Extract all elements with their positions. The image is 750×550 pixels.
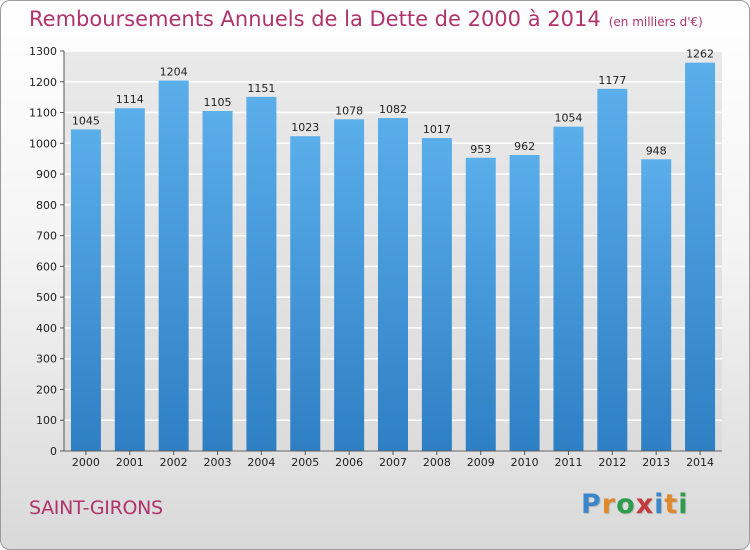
proxiti-logo: Proxiti	[581, 489, 689, 520]
value-label-2012: 1177	[598, 74, 626, 87]
y-tick-label: 700	[36, 230, 57, 243]
bar-2013	[641, 159, 672, 452]
value-label-2005: 1023	[291, 121, 319, 134]
value-label-2002: 1204	[160, 66, 188, 79]
bar-2008	[421, 138, 452, 452]
bar-2000	[70, 129, 101, 451]
x-tick-label-2007: 2007	[379, 456, 407, 469]
value-label-2008: 1017	[423, 123, 451, 136]
y-tick-label: 100	[36, 414, 57, 427]
x-tick-label-2002: 2002	[160, 456, 188, 469]
bar-2012	[597, 88, 628, 451]
y-tick-label: 1200	[29, 76, 57, 89]
bar-2003	[202, 111, 233, 451]
chart-title-text: Remboursements Annuels de la Dette de 20…	[29, 7, 601, 31]
value-label-2013: 948	[646, 144, 667, 157]
x-tick-label-2001: 2001	[116, 456, 144, 469]
y-tick-label: 300	[36, 353, 57, 366]
value-label-2000: 1045	[72, 114, 100, 127]
y-tick-label: 900	[36, 168, 57, 181]
bar-2004	[246, 96, 277, 451]
y-tick-label: 800	[36, 199, 57, 212]
value-label-2014: 1262	[686, 48, 714, 61]
bar-2011	[553, 126, 584, 451]
chart-title: Remboursements Annuels de la Dette de 20…	[29, 7, 703, 31]
y-tick-label: 1300	[29, 45, 57, 58]
value-label-2007: 1082	[379, 103, 407, 116]
value-label-2003: 1105	[204, 96, 232, 109]
value-label-2001: 1114	[116, 93, 144, 106]
bar-2007	[378, 118, 408, 452]
value-label-2004: 1151	[247, 82, 275, 95]
bar-2006	[334, 119, 365, 452]
x-tick-label-2012: 2012	[598, 456, 626, 469]
bars: 1045 1114 1204 1105 1151 1023 1078 1082 1017 953 9…	[70, 48, 716, 452]
value-label-2006: 1078	[335, 104, 363, 117]
y-tick-label: 400	[36, 322, 57, 335]
bar-2001	[114, 108, 145, 451]
y-tick-label: 500	[36, 291, 57, 304]
bar-2010	[509, 155, 540, 451]
x-tick-label-2009: 2009	[467, 456, 495, 469]
bar-2014	[685, 62, 716, 451]
y-tick-label: 600	[36, 260, 57, 273]
x-tick-label-2003: 2003	[204, 456, 232, 469]
x-tick-label-2005: 2005	[291, 456, 319, 469]
commune-label: SAINT-GIRONS	[29, 497, 163, 519]
x-tick-label-2011: 2011	[554, 456, 582, 469]
x-tick-label-2013: 2013	[642, 456, 670, 469]
value-label-2009: 953	[470, 143, 491, 156]
x-tick-label-2010: 2010	[511, 456, 539, 469]
x-tick-label-2004: 2004	[247, 456, 275, 469]
x-tick-label-2006: 2006	[335, 456, 363, 469]
y-tick-label: 1100	[29, 107, 57, 120]
y-tick-label: 0	[50, 445, 57, 458]
x-tick-label-2014: 2014	[686, 456, 714, 469]
bar-2005	[290, 136, 321, 451]
chart-unit: (en milliers d'€)	[608, 15, 703, 29]
value-label-2010: 962	[514, 140, 535, 153]
bar-2009	[465, 157, 496, 451]
y-tick-label: 200	[36, 383, 57, 396]
bar-2002	[158, 80, 189, 452]
y-tick-label: 1000	[29, 137, 57, 150]
x-tick-label-2008: 2008	[423, 456, 451, 469]
value-label-2011: 1054	[554, 112, 582, 125]
x-tick-label-2000: 2000	[72, 456, 100, 469]
axes: 0 100 200 300 400 500 600 700 800 900 1000 1100 1200…	[29, 45, 722, 469]
